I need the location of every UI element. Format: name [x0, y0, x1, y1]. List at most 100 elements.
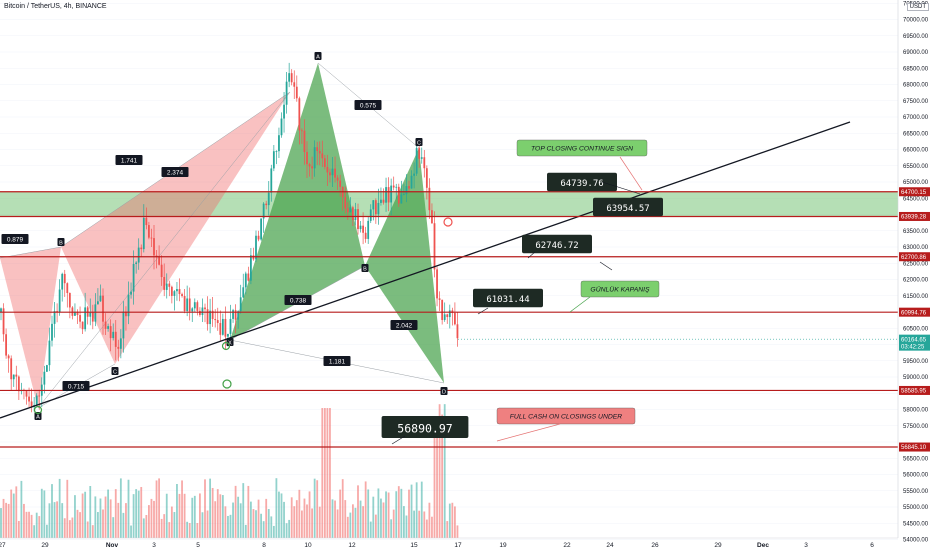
candle-body	[443, 314, 446, 320]
volume-bar	[372, 496, 375, 538]
price-box-pointer	[601, 181, 641, 195]
candle-body	[288, 73, 291, 82]
candle-body	[247, 273, 250, 281]
volume-bar	[359, 500, 362, 538]
volume-bar	[158, 478, 160, 538]
pattern-point-bg	[361, 264, 369, 272]
volume-bar	[257, 499, 260, 538]
volume-bar	[56, 501, 58, 538]
time-tick-label: 22	[563, 542, 571, 549]
candle-body	[392, 185, 395, 188]
ratio-label-bg	[390, 320, 418, 330]
candle-body	[53, 311, 56, 324]
candle-body	[15, 374, 18, 377]
volume-bar	[252, 509, 255, 538]
volume-bar	[316, 480, 319, 538]
price-tick-label: 54000.00	[903, 538, 929, 544]
candle-body	[428, 187, 431, 211]
candle-body	[216, 320, 219, 324]
volume-bar	[214, 501, 217, 538]
candle-body	[446, 314, 449, 318]
volume-bar	[306, 504, 308, 538]
ratio-label: 2.374	[167, 169, 184, 176]
candle-body	[211, 310, 214, 320]
price-box-label: 61031.44	[486, 295, 529, 305]
candle-body	[357, 209, 359, 230]
volume-bar	[392, 509, 395, 538]
candle-body	[239, 297, 242, 312]
candle-body	[43, 371, 46, 385]
volume-bar	[323, 408, 326, 538]
candle-body	[346, 208, 349, 213]
volume-bar	[176, 484, 178, 538]
volume-bar	[35, 512, 38, 538]
price-tick-label: 55500.00	[903, 489, 929, 495]
candle-body	[196, 302, 199, 311]
volume-bar	[119, 478, 122, 538]
candle-body	[382, 199, 385, 203]
candle-body	[186, 298, 189, 311]
candle-body	[372, 200, 375, 210]
price-tick-label: 65500.00	[903, 164, 929, 170]
candle-body	[354, 209, 357, 220]
pattern-point-bg	[111, 367, 119, 375]
price-box-pointer	[391, 435, 406, 445]
candle-body	[199, 310, 201, 315]
volume-bar	[183, 493, 186, 538]
volume-bar	[443, 404, 446, 538]
callout-label: GÜNLÜK KAPANIŞ	[590, 286, 650, 294]
time-tick-label: 3	[152, 542, 156, 549]
resistance-zone	[0, 191, 898, 217]
candle-body	[456, 324, 459, 339]
volume-bar	[280, 493, 283, 538]
volume-bar	[357, 485, 359, 538]
ratio-label: 2.042	[396, 322, 413, 329]
candle-body	[10, 358, 13, 380]
volume-bar	[66, 479, 69, 538]
volume-bar	[329, 408, 331, 538]
candle-body	[168, 283, 171, 287]
candle-body	[326, 166, 329, 173]
candle-body	[441, 299, 444, 320]
volume-bar	[186, 521, 189, 538]
candle-body	[30, 401, 33, 407]
price-tick-label: 57500.00	[903, 424, 929, 430]
time-tick-label: 10	[304, 542, 312, 549]
price-tick-label: 64500.00	[903, 196, 929, 202]
volume-bar	[10, 489, 13, 538]
price-box	[593, 197, 663, 217]
price-tick-label: 55000.00	[903, 505, 929, 511]
volume-bar	[84, 491, 87, 538]
ratio-label-bg	[1, 234, 29, 244]
volume-bar	[206, 510, 209, 538]
volume-bar	[262, 521, 265, 538]
volume-bar	[23, 503, 25, 538]
candle-body	[117, 346, 120, 349]
time-tick-label: 6	[870, 542, 874, 549]
volume-bar	[76, 509, 79, 538]
candle-body	[183, 296, 186, 311]
price-tick-label: 62500.00	[903, 261, 929, 267]
candle-body	[397, 186, 400, 204]
candle-body	[423, 157, 426, 169]
pattern-point-bg	[57, 238, 65, 246]
candle-body	[91, 311, 94, 322]
price-box-label: 62746.72	[535, 241, 578, 251]
volume-bar	[331, 499, 334, 538]
price-tick-label: 54500.00	[903, 521, 929, 527]
pattern-point-bg	[34, 412, 42, 420]
candle-body	[107, 326, 109, 329]
price-tag-bg	[899, 334, 930, 344]
harmonic-green-xab	[230, 63, 365, 340]
volume-bar	[137, 490, 140, 538]
volume-bar	[178, 493, 181, 538]
volume-bar	[0, 508, 2, 538]
time-tick-label: 17	[454, 542, 462, 549]
volume-bar	[415, 482, 418, 538]
price-tick-label: 65000.00	[903, 180, 929, 186]
volume-bar	[188, 523, 191, 538]
volume-bar	[173, 512, 176, 538]
volume-bar	[204, 479, 206, 538]
volume-bar	[405, 515, 408, 538]
